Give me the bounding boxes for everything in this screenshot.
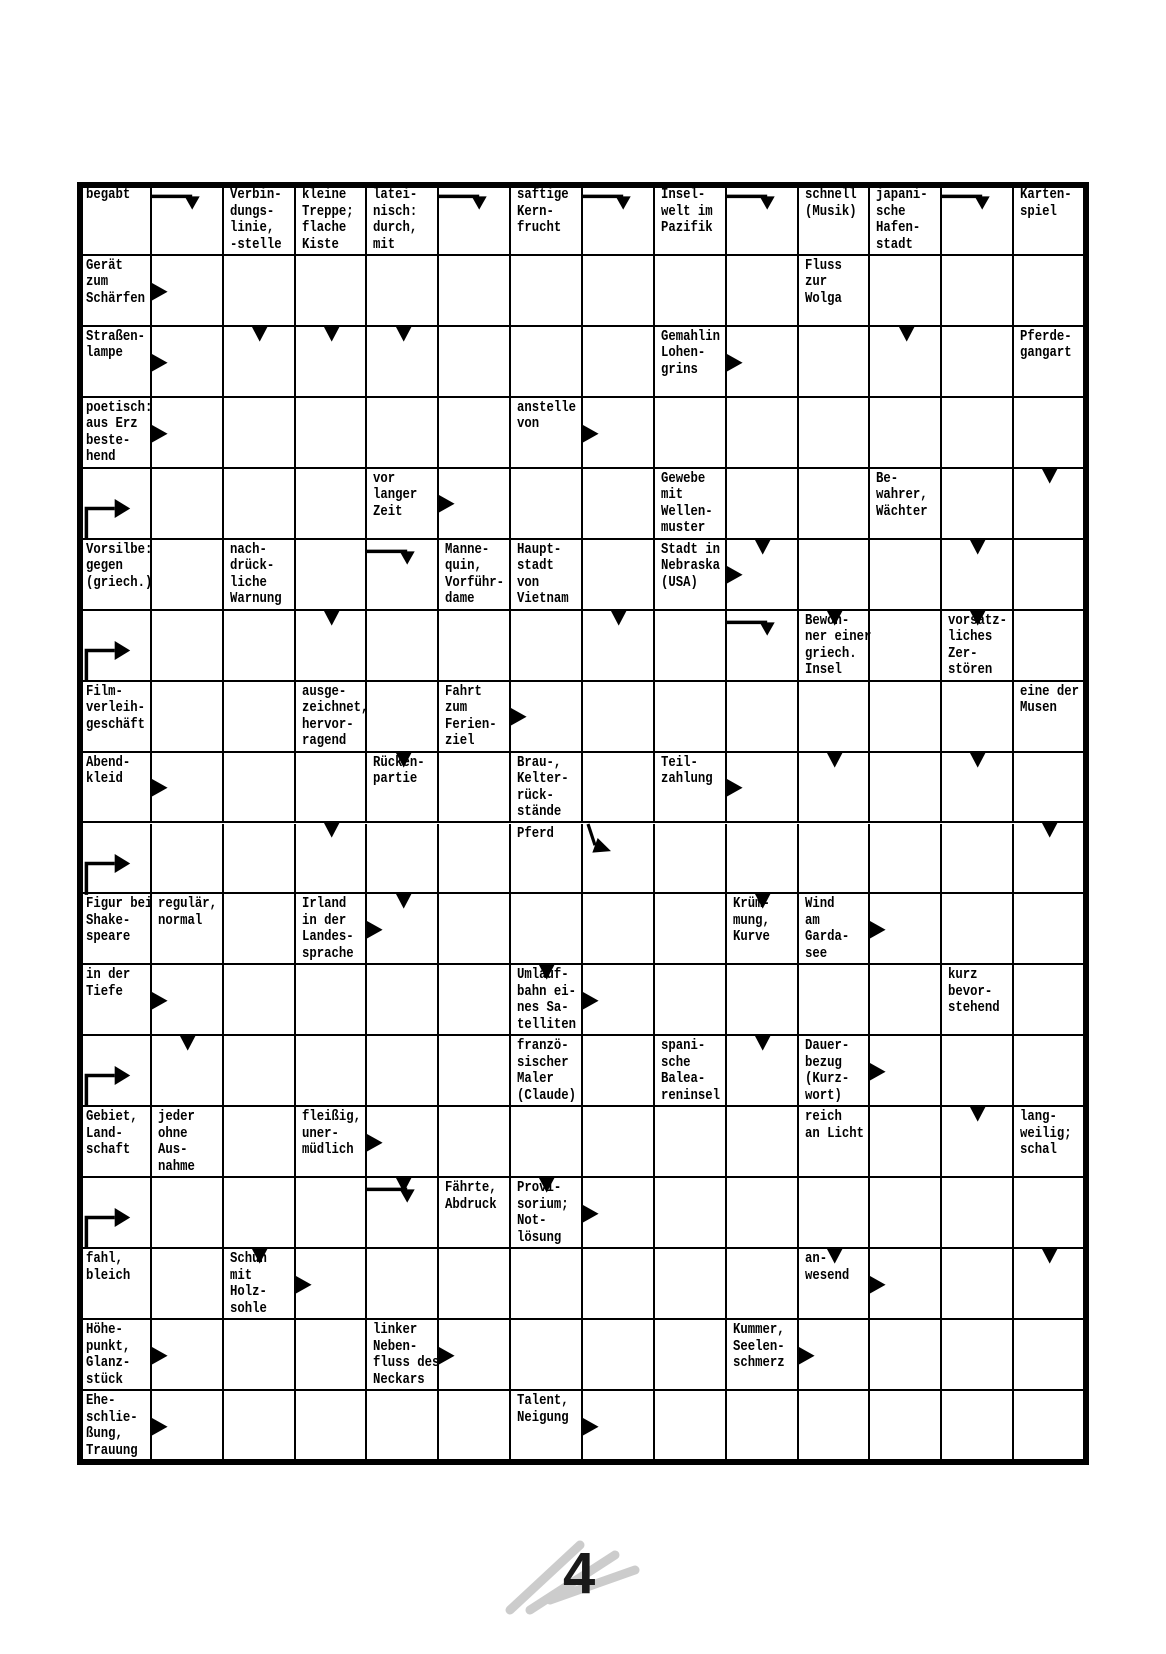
- svg-text:4: 4: [563, 1541, 595, 1606]
